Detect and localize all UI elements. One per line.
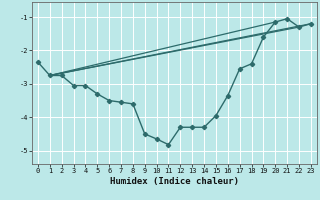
- X-axis label: Humidex (Indice chaleur): Humidex (Indice chaleur): [110, 177, 239, 186]
